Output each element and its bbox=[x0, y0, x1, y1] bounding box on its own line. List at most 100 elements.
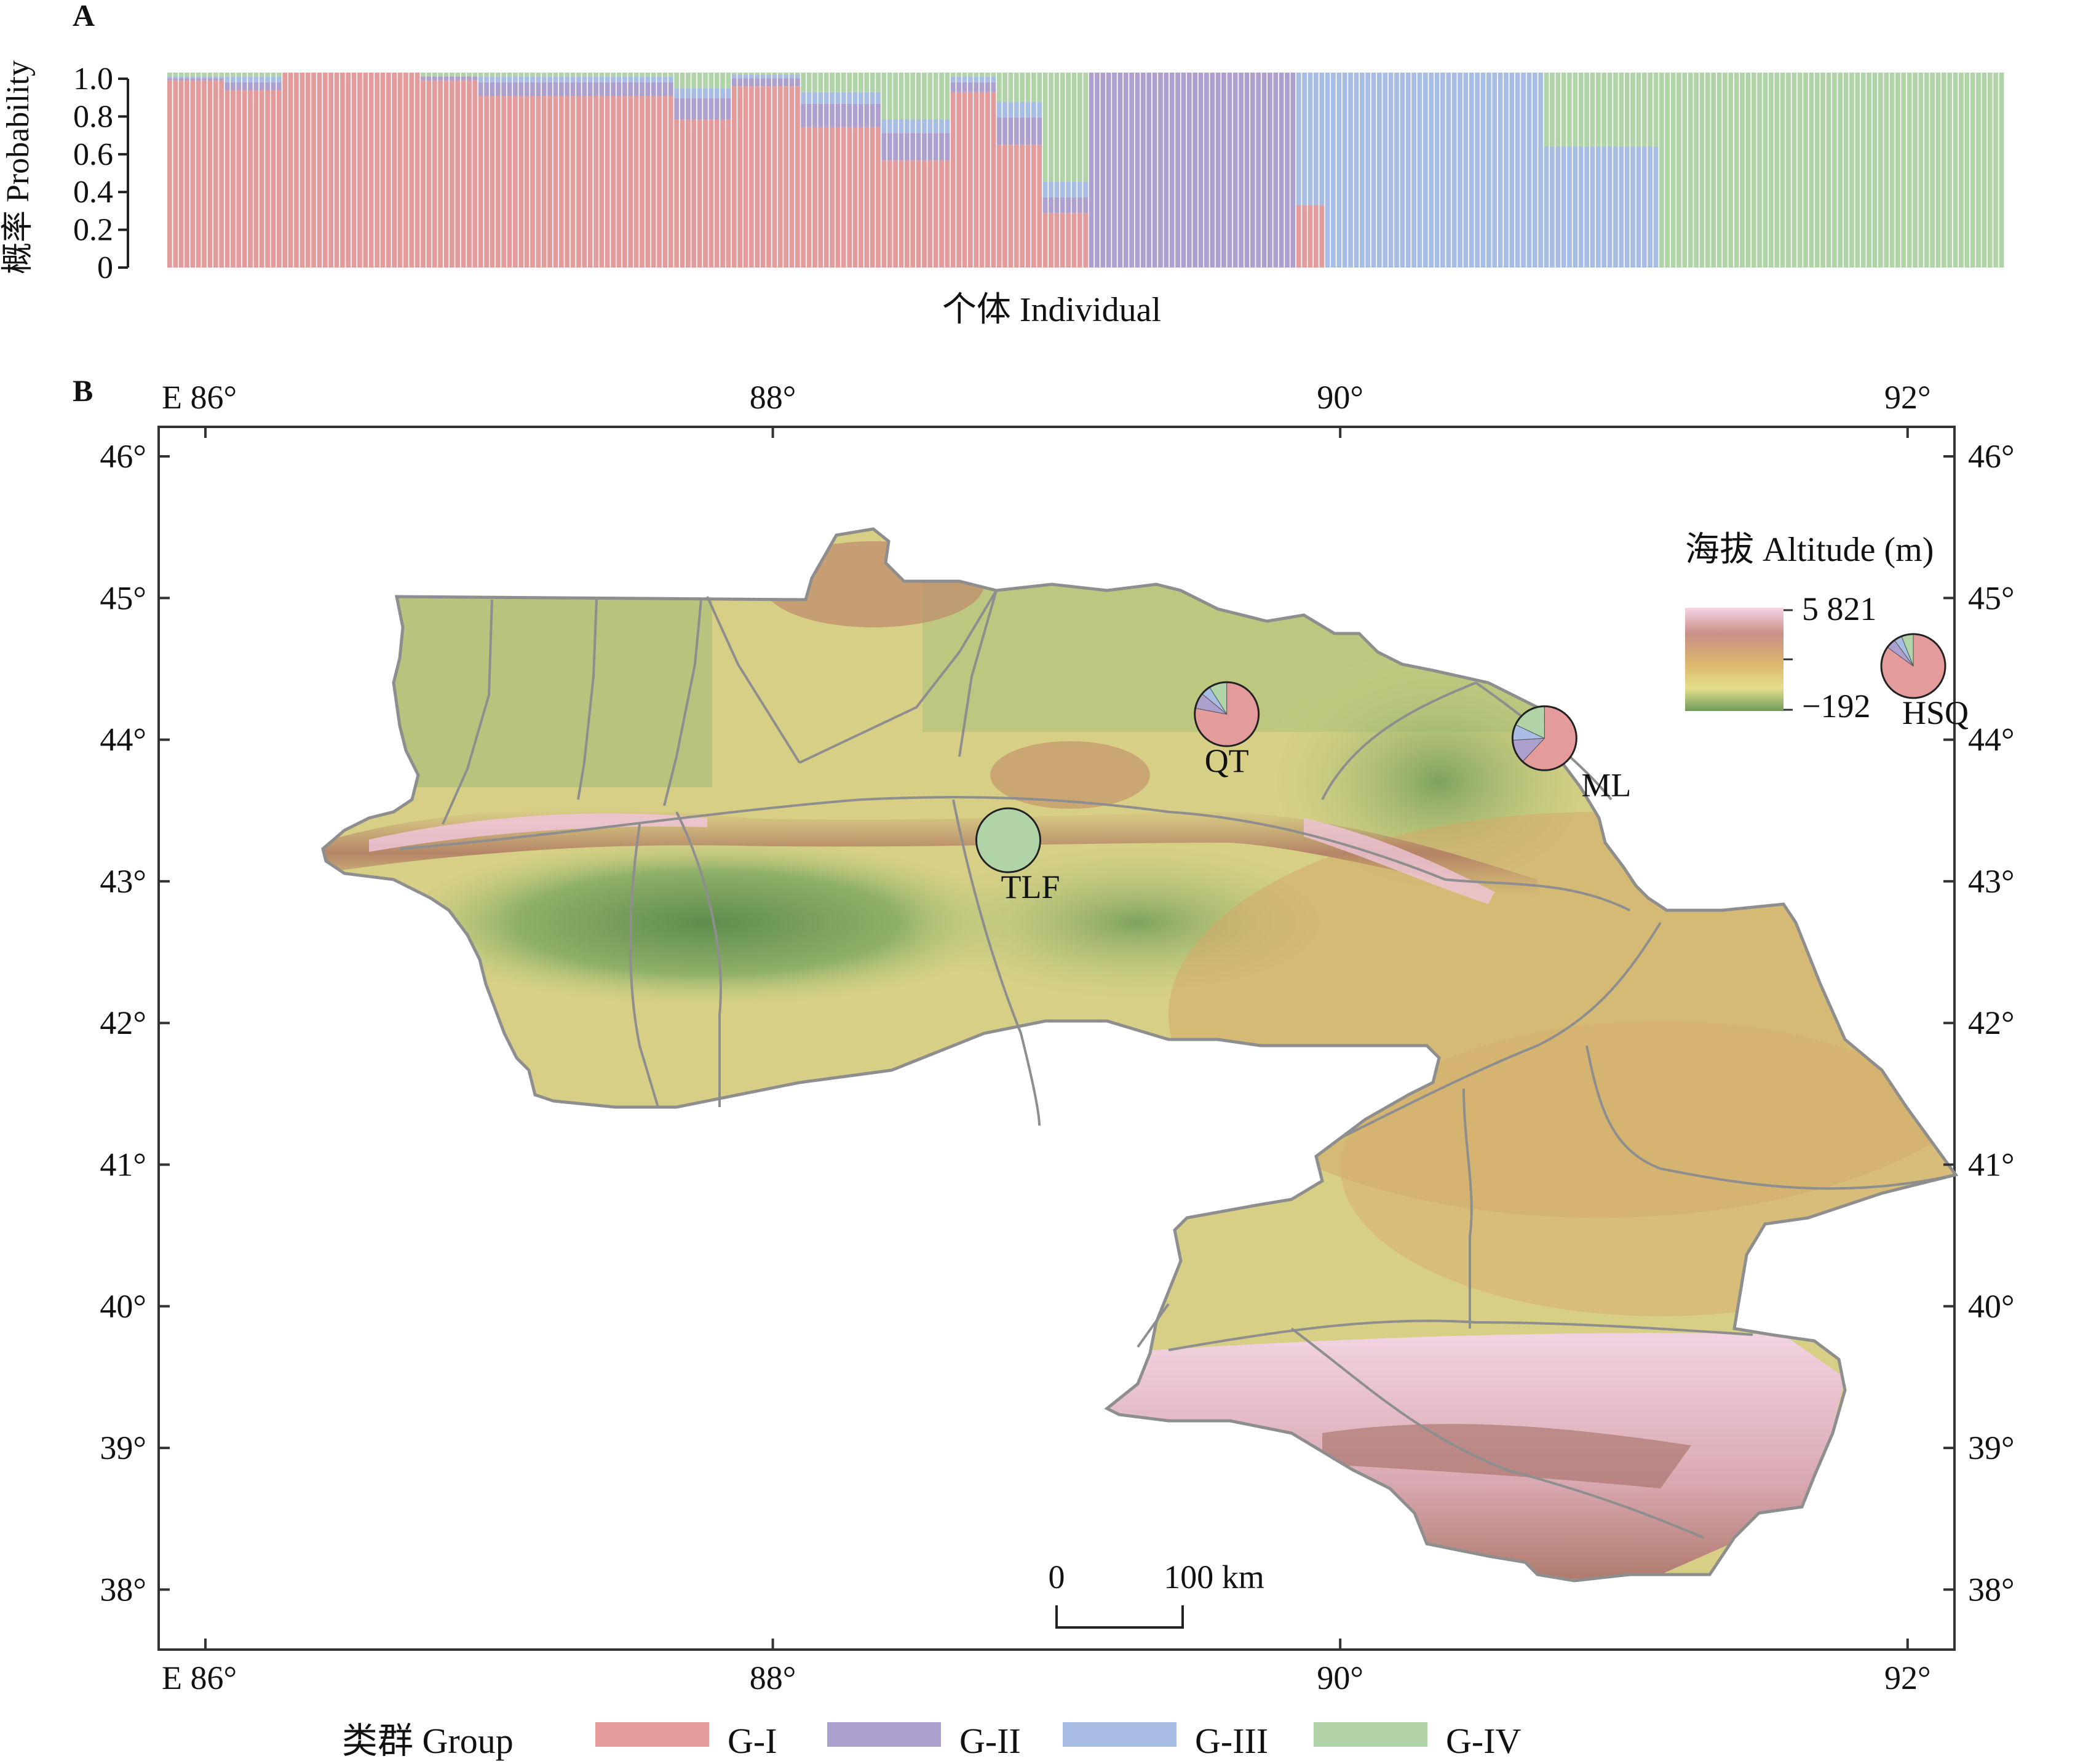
bar-segment-G-IV bbox=[570, 73, 576, 77]
bar-individual-152 bbox=[1037, 73, 1042, 268]
bar-segment-G-II bbox=[1221, 73, 1226, 268]
bar-segment-G-III bbox=[812, 92, 817, 104]
bar-segment-G-III bbox=[1463, 73, 1469, 268]
bar-segment-G-III bbox=[841, 92, 846, 104]
bar-segment-G-III bbox=[224, 76, 230, 82]
bar-segment-G-IV bbox=[1838, 73, 1843, 268]
bar-segment-G-III bbox=[518, 76, 524, 82]
bar-individual-260 bbox=[1659, 73, 1664, 268]
bar-segment-G-IV bbox=[841, 73, 846, 92]
bar-segment-G-I bbox=[720, 119, 725, 268]
bar-segment-G-IV bbox=[1676, 73, 1681, 268]
bar-segment-G-II bbox=[633, 82, 639, 97]
bar-individual-245 bbox=[1573, 73, 1578, 268]
bar-segment-G-I bbox=[409, 73, 415, 268]
bar-segment-G-II bbox=[841, 103, 846, 127]
bar-segment-G-IV bbox=[530, 73, 535, 77]
bar-segment-G-IV bbox=[173, 73, 178, 77]
bar-segment-G-III bbox=[1636, 146, 1641, 268]
bar-segment-G-II bbox=[616, 82, 622, 97]
left-lat-label: 44° bbox=[100, 721, 146, 758]
bar-segment-G-I bbox=[927, 160, 933, 268]
bar-individual-214 bbox=[1394, 73, 1399, 268]
bar-individual-205 bbox=[1342, 73, 1347, 268]
bar-individual-269 bbox=[1711, 73, 1716, 268]
bar-individual-160 bbox=[1083, 73, 1089, 268]
right-lat-label: 45° bbox=[1968, 579, 2015, 616]
bar-segment-G-II bbox=[818, 103, 823, 127]
bar-segment-G-IV bbox=[1959, 73, 1964, 268]
bar-segment-G-II bbox=[605, 82, 610, 97]
bar-segment-G-I bbox=[737, 86, 743, 268]
bar-segment-G-II bbox=[1140, 73, 1146, 268]
bar-segment-G-II bbox=[887, 133, 892, 161]
bar-individual-29 bbox=[328, 73, 334, 268]
bar-segment-G-IV bbox=[1930, 73, 1935, 268]
bar-individual-17 bbox=[259, 73, 264, 268]
bar-segment-G-III bbox=[167, 76, 172, 79]
bar-segment-G-IV bbox=[1964, 73, 1970, 268]
bar-individual-181 bbox=[1204, 73, 1209, 268]
bar-segment-G-IV bbox=[784, 73, 789, 75]
bar-segment-G-I bbox=[950, 92, 956, 268]
bar-segment-G-II bbox=[657, 82, 662, 97]
bar-segment-G-III bbox=[565, 76, 570, 82]
bar-individual-314 bbox=[1970, 73, 1975, 268]
bar-segment-G-II bbox=[686, 98, 691, 120]
bar-segment-G-II bbox=[743, 78, 748, 87]
bar-segment-G-III bbox=[950, 76, 956, 82]
bar-individual-225 bbox=[1458, 73, 1462, 268]
bar-segment-G-I bbox=[305, 73, 311, 268]
bar-segment-G-I bbox=[910, 160, 916, 268]
bar-individual-157 bbox=[1066, 73, 1071, 268]
bar-segment-G-III bbox=[605, 76, 610, 82]
bar-individual-313 bbox=[1964, 73, 1970, 268]
bar-segment-G-II bbox=[196, 78, 201, 81]
bar-segment-G-II bbox=[547, 82, 552, 97]
bar-segment-G-I bbox=[495, 96, 501, 268]
left-lat-label: 38° bbox=[100, 1571, 146, 1608]
bar-individual-48 bbox=[438, 73, 443, 268]
bar-individual-196 bbox=[1290, 73, 1296, 268]
bar-segment-G-IV bbox=[979, 73, 985, 77]
bar-segment-G-II bbox=[518, 82, 524, 97]
bar-segment-G-II bbox=[680, 98, 685, 120]
bar-individual-81 bbox=[628, 73, 633, 268]
bar-individual-247 bbox=[1584, 73, 1589, 268]
bar-segment-G-I bbox=[1083, 213, 1089, 268]
bar-segment-G-III bbox=[1538, 73, 1544, 268]
bar-segment-G-III bbox=[173, 76, 178, 79]
bar-segment-G-III bbox=[1400, 73, 1405, 268]
left-lat-label: 45° bbox=[100, 579, 146, 616]
bar-segment-G-IV bbox=[830, 73, 835, 92]
bar-segment-G-IV bbox=[1567, 73, 1572, 147]
bar-segment-G-IV bbox=[1734, 73, 1739, 268]
bar-individual-57 bbox=[490, 73, 495, 268]
bar-segment-G-II bbox=[178, 78, 184, 81]
bar-segment-G-IV bbox=[967, 73, 973, 77]
bar-segment-G-IV bbox=[438, 73, 443, 77]
bar-segment-G-I bbox=[777, 86, 783, 268]
bar-individual-148 bbox=[1014, 73, 1019, 268]
bar-segment-G-III bbox=[248, 76, 253, 82]
bar-segment-G-I bbox=[605, 96, 610, 268]
bar-segment-G-I bbox=[231, 90, 236, 268]
bar-segment-G-III bbox=[495, 76, 501, 82]
bar-individual-207 bbox=[1354, 73, 1359, 268]
bar-segment-G-I bbox=[253, 90, 259, 268]
bar-segment-G-I bbox=[248, 90, 253, 268]
bar-segment-G-II bbox=[881, 133, 887, 161]
bar-individual-110 bbox=[795, 73, 800, 268]
bar-segment-G-IV bbox=[611, 73, 616, 77]
bar-individual-253 bbox=[1619, 73, 1624, 268]
bar-segment-G-II bbox=[1014, 117, 1019, 145]
bar-segment-G-III bbox=[1319, 73, 1325, 205]
bar-individual-21 bbox=[282, 73, 288, 268]
bar-segment-G-IV bbox=[1791, 73, 1797, 268]
bar-segment-G-III bbox=[1601, 146, 1607, 268]
bar-segment-G-II bbox=[830, 103, 835, 127]
bar-individual-113 bbox=[812, 73, 817, 268]
bar-individual-173 bbox=[1158, 73, 1163, 268]
bar-segment-G-I bbox=[478, 96, 483, 268]
bar-segment-G-III bbox=[876, 92, 881, 104]
